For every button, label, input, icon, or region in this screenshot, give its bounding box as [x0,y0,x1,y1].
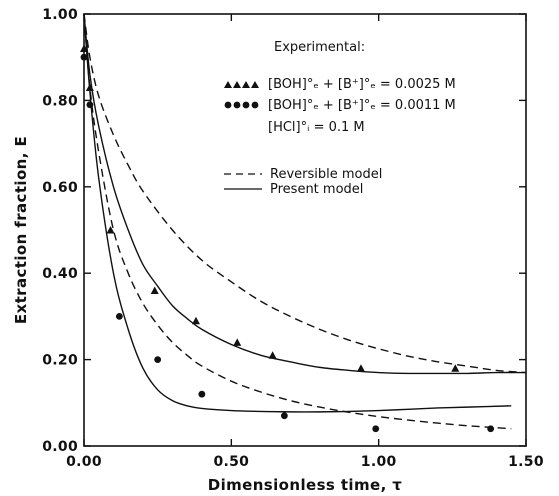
circle-data-point [115,313,123,320]
legend-circle-markers [224,101,259,109]
triangle-data-point [451,364,460,372]
data-markers [80,44,495,433]
legend: Experimental: [BOH]°ₑ + [B⁺]°ₑ = 0.0025 … [224,40,456,197]
legend-hcl-label: [HCl]°ᵢ = 0.1 M [268,120,365,135]
legend-circle-marker [224,101,232,109]
circle-data-point [86,101,94,109]
legend-circle-marker [233,101,241,109]
y-axis-title: Extraction fraction, E [12,136,30,324]
x-tick-label: 0.50 [213,454,249,470]
legend-reversible-label: Reversible model [270,167,382,182]
model-curves [83,13,527,430]
circle-data-point [80,53,88,61]
y-tick-label: 0.00 [42,439,78,455]
triangle-data-point [191,316,200,325]
x-axis-title: Dimensionless time, τ [208,476,403,494]
legend-triangle-marker [251,81,259,88]
y-tick-label: 0.40 [42,266,78,282]
plot-frame [83,13,527,447]
legend-triangle-marker [242,81,250,88]
x-tick-label: 1.00 [361,454,397,470]
legend-triangle-marker [233,81,241,88]
circle-data-point [280,412,288,420]
legend-present-label: Present model [270,182,363,197]
reversible-model-curve [83,13,512,430]
x-tick-label: 1.50 [508,454,544,470]
legend-circle-label: [BOH]°ₑ + [B⁺]°ₑ = 0.0011 M [268,98,456,113]
axis-ticks: 0.00 0.50 1.00 1.50 0.00 0.20 0.40 0.60 0.80 1.00 [42,7,544,470]
circle-data-point [198,390,206,398]
legend-circle-marker [251,101,259,109]
legend-triangle-marker [224,81,232,88]
triangle-data-point [85,83,94,91]
triangle-data-point [150,286,159,294]
legend-triangle-label: [BOH]°ₑ + [B⁺]°ₑ = 0.0025 M [268,77,456,92]
x-tick-label: 0.00 [66,454,102,470]
triangle-data-point [356,364,365,372]
triangle-data-point [268,351,277,359]
reversible-model-curve [83,13,527,374]
circle-data-point [372,425,380,433]
legend-triangle-markers [224,81,259,88]
triangle-data-point [80,44,88,53]
triangle-data-point [106,226,115,234]
circle-data-point [154,356,162,363]
legend-circle-marker [242,101,250,109]
y-tick-label: 0.80 [42,93,78,109]
y-tick-label: 1.00 [42,7,78,23]
legend-experimental-title: Experimental: [274,40,365,55]
circle-data-point [487,425,495,433]
present-model-curve [83,13,527,375]
triangle-data-point [233,338,242,346]
y-tick-label: 0.20 [42,353,78,369]
present-model-curve [83,13,512,413]
y-tick-label: 0.60 [42,180,78,196]
